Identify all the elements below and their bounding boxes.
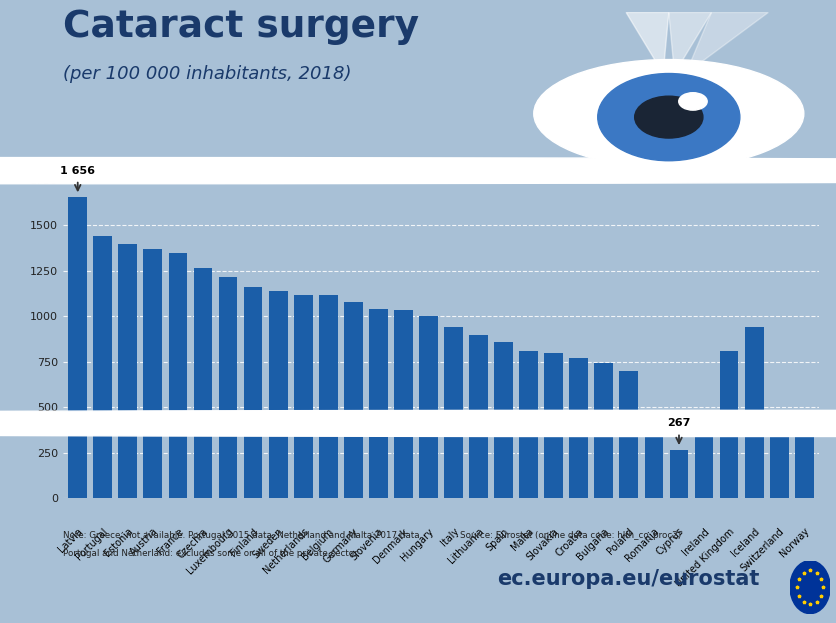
Bar (569, 358, 589, 498)
Bar (770, 420, 788, 498)
Text: Portugal and Netherland: excludes some or all of the private sector.: Portugal and Netherland: excludes some o… (63, 549, 359, 558)
Circle shape (635, 96, 703, 138)
Bar (94, 236, 112, 498)
Bar (169, 253, 187, 498)
Circle shape (0, 411, 836, 437)
Bar (619, 371, 638, 498)
Circle shape (790, 561, 830, 614)
Bar (394, 310, 413, 498)
Text: 267: 267 (667, 419, 691, 429)
Bar (119, 244, 137, 498)
Bar (544, 353, 563, 498)
Text: Note: Greece: not available. Portugal 2015 data, Netherland and Malta 2017 data.: Note: Greece: not available. Portugal 20… (63, 531, 422, 540)
Bar (469, 335, 488, 498)
Circle shape (598, 74, 740, 161)
Bar (144, 249, 162, 498)
Text: Source: Eurostat (online data code: hlth_co_proc2): Source: Eurostat (online data code: hlth… (460, 531, 681, 540)
Bar (69, 197, 87, 498)
Bar (519, 351, 538, 498)
Bar (695, 429, 713, 498)
Bar (219, 277, 237, 498)
Bar (494, 342, 513, 498)
Ellipse shape (533, 60, 803, 168)
Bar (293, 295, 313, 498)
Bar (344, 302, 363, 498)
Bar (720, 351, 738, 498)
Bar (268, 291, 288, 498)
Bar (745, 327, 763, 498)
Bar (244, 287, 263, 498)
Text: (per 100 000 inhabitants, 2018): (per 100 000 inhabitants, 2018) (63, 65, 351, 83)
Bar (319, 295, 338, 498)
Bar (444, 327, 463, 498)
Bar (594, 363, 614, 498)
Circle shape (679, 93, 707, 110)
Polygon shape (626, 12, 669, 74)
Bar (645, 422, 663, 498)
Text: 1 656: 1 656 (60, 166, 95, 176)
Polygon shape (669, 12, 711, 74)
Bar (369, 309, 388, 498)
Bar (670, 450, 688, 498)
Circle shape (0, 158, 836, 184)
Polygon shape (686, 12, 768, 74)
Text: Cataract surgery: Cataract surgery (63, 9, 419, 45)
Bar (194, 268, 212, 498)
Bar (419, 316, 438, 498)
Bar (795, 425, 813, 498)
Text: ec.europa.eu/eurostat: ec.europa.eu/eurostat (497, 569, 760, 589)
